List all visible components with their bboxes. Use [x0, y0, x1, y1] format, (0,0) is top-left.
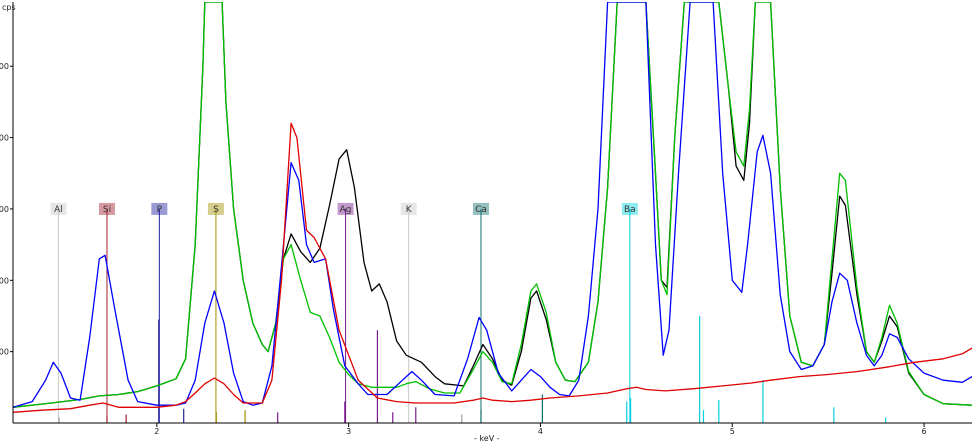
x-tick-label: 6 [922, 427, 927, 436]
element-marker-label: P [157, 205, 163, 215]
element-marker-box [621, 202, 638, 215]
series-line [13, 2, 972, 408]
element-marker-box [207, 202, 224, 215]
element-marker-label: Si [103, 205, 111, 215]
element-markers: Al Si P S Ag K Ca Ba [50, 202, 638, 423]
x-tick-label: 5 [730, 427, 735, 436]
element-marker-label: K [406, 205, 413, 215]
element-marker-box [50, 202, 67, 215]
series-lines [13, 2, 972, 413]
element-marker-label: Ba [624, 205, 636, 215]
element-marker-label: Ag [340, 205, 352, 215]
y-tick-label: 200 [0, 276, 9, 285]
element-marker-box [472, 202, 489, 215]
y-tick-label: 500 [0, 62, 9, 71]
element-marker-box [98, 202, 115, 215]
x-tick-label: 3 [346, 427, 351, 436]
element-marker-box [151, 202, 168, 215]
series-line [13, 122, 972, 413]
element-marker-box [400, 202, 417, 215]
element-marker-label: S [213, 205, 219, 215]
y-tick-label: 300 [0, 205, 9, 214]
y-axis-label: cps [2, 3, 16, 12]
x-tick-label: 4 [538, 427, 543, 436]
ticks: 2 3 4 5 6 100 200 300 400 500 [0, 62, 927, 436]
x-tick-label: 2 [154, 427, 159, 436]
y-tick-label: 400 [0, 134, 9, 143]
element-marker-label: Al [54, 205, 63, 215]
minor-lines [58, 315, 887, 423]
x-axis-label: - keV - [474, 434, 500, 443]
element-marker-box [337, 202, 354, 215]
y-tick-label: 100 [0, 348, 9, 357]
element-marker-label: Ca [475, 205, 487, 215]
